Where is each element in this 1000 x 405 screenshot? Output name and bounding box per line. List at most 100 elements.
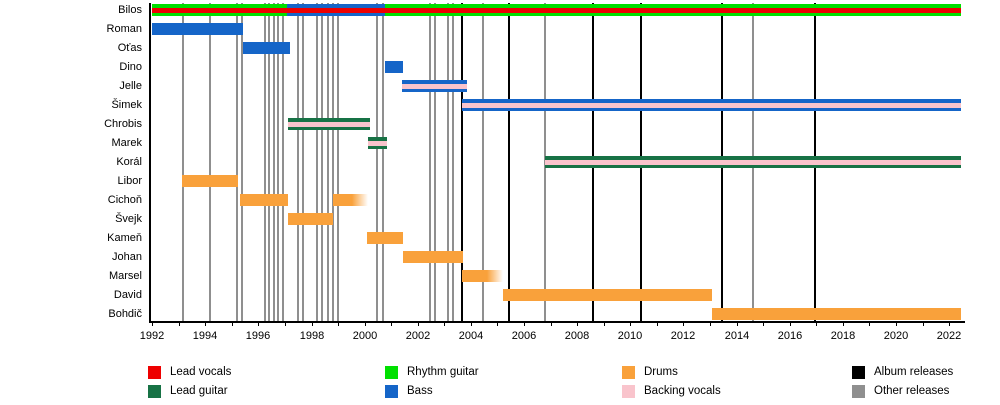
x-axis-tick-label: 2002 <box>405 330 431 342</box>
x-axis-tick <box>497 322 498 326</box>
other-release-line <box>544 3 546 322</box>
other-release-line <box>316 3 318 322</box>
other-release-line <box>209 3 211 322</box>
other-release-line <box>429 3 431 322</box>
x-axis-tick <box>365 322 366 326</box>
member-label: Roman <box>106 23 142 35</box>
x-axis-tick <box>896 322 897 326</box>
role-stripe <box>152 4 288 8</box>
member-label: David <box>113 289 142 301</box>
role-stripe <box>402 83 467 89</box>
timeline-bar <box>152 4 288 16</box>
other-release-line <box>182 3 184 322</box>
album-releases-swatch-icon <box>852 365 865 379</box>
role-stripe <box>288 121 370 127</box>
backing-vocals-swatch-icon <box>622 384 635 398</box>
member-label: Marek <box>111 137 142 149</box>
legend-item-lead-guitar: Lead guitar <box>148 384 228 398</box>
x-axis-tick <box>338 322 339 326</box>
x-axis-tick <box>444 322 445 326</box>
other-release-line <box>277 3 279 322</box>
x-axis-tick-label: 2018 <box>830 330 856 342</box>
lead-vocals-swatch-icon <box>148 365 161 379</box>
bass-swatch-icon <box>385 384 398 398</box>
x-axis-tick-label: 1996 <box>245 330 271 342</box>
legend-item-backing-vocals: Backing vocals <box>622 384 721 398</box>
x-axis-tick <box>683 322 684 326</box>
timeline-bar <box>402 80 467 92</box>
lead-guitar-swatch-icon <box>148 384 161 398</box>
timeline-bar <box>287 4 386 16</box>
other-release-line <box>302 3 304 322</box>
x-axis-tick <box>710 322 711 326</box>
x-axis-tick <box>418 322 419 326</box>
role-stripe <box>462 102 962 108</box>
x-axis-tick <box>152 322 153 326</box>
member-label: Libor <box>117 175 142 187</box>
legend-label-lead-vocals: Lead vocals <box>170 366 232 378</box>
other-releases-swatch-icon <box>852 384 865 398</box>
role-stripe <box>385 4 962 8</box>
member-label: Oťas <box>117 42 142 54</box>
timeline-bar <box>712 308 962 320</box>
x-axis-tick <box>657 322 658 326</box>
legend-item-rhythm-guitar: Rhythm guitar <box>385 365 479 379</box>
x-axis-tick <box>604 322 605 326</box>
x-axis-tick-label: 2022 <box>936 330 962 342</box>
x-axis-tick <box>630 322 631 326</box>
member-label: Jelle <box>119 80 142 92</box>
other-release-line <box>282 3 284 322</box>
x-axis-tick <box>551 322 552 326</box>
timeline-bar <box>288 118 370 130</box>
x-axis-tick <box>737 322 738 326</box>
x-axis-tick <box>790 322 791 326</box>
x-axis-tick-label: 2016 <box>777 330 803 342</box>
role-stripe <box>385 7 962 13</box>
role-stripe <box>545 164 962 168</box>
x-axis-tick <box>232 322 233 326</box>
member-label: Johan <box>112 251 142 263</box>
member-label: Marsel <box>108 270 142 282</box>
legend-label-other-releases: Other releases <box>874 385 950 397</box>
role-stripe <box>152 7 288 13</box>
role-stripe <box>287 12 386 16</box>
x-axis-tick <box>843 322 844 326</box>
timeline-bar <box>385 61 404 73</box>
legend-item-other-releases: Other releases <box>852 384 949 398</box>
rhythm-guitar-swatch-icon <box>385 365 398 379</box>
role-stripe <box>368 145 387 149</box>
legend-item-drums: Drums <box>622 365 678 379</box>
x-axis-tick-label: 2000 <box>352 330 378 342</box>
x-axis-tick-label: 1994 <box>192 330 218 342</box>
member-label: Bilos <box>118 4 142 16</box>
x-axis-tick <box>763 322 764 326</box>
role-stripe <box>287 4 386 8</box>
other-release-line <box>241 3 243 322</box>
legend-label-drums: Drums <box>644 366 678 378</box>
timeline-bar <box>368 137 387 149</box>
x-axis-tick-label: 2008 <box>564 330 590 342</box>
x-axis-tick <box>285 322 286 326</box>
role-stripe <box>402 88 467 92</box>
timeline-bar <box>462 99 962 111</box>
x-axis-tick <box>816 322 817 326</box>
timeline-bar <box>545 156 962 168</box>
member-label: Šimek <box>111 99 142 111</box>
member-label: Korál <box>116 156 142 168</box>
member-label: Dino <box>119 61 142 73</box>
x-axis-tick-label: 1998 <box>299 330 325 342</box>
timeline-bar <box>385 4 962 16</box>
legend-label-rhythm-guitar: Rhythm guitar <box>407 366 479 378</box>
other-release-line <box>332 3 334 322</box>
x-axis-tick <box>312 322 313 326</box>
x-axis-tick-label: 2020 <box>883 330 909 342</box>
x-axis-tick-label: 2010 <box>617 330 643 342</box>
role-stripe <box>545 159 962 165</box>
member-label: Švejk <box>115 213 142 225</box>
member-label: Kameň <box>107 232 142 244</box>
legend-label-bass: Bass <box>407 385 433 397</box>
x-axis-tick-label: 1992 <box>139 330 165 342</box>
x-axis-tick <box>179 322 180 326</box>
role-stripe <box>288 126 370 130</box>
